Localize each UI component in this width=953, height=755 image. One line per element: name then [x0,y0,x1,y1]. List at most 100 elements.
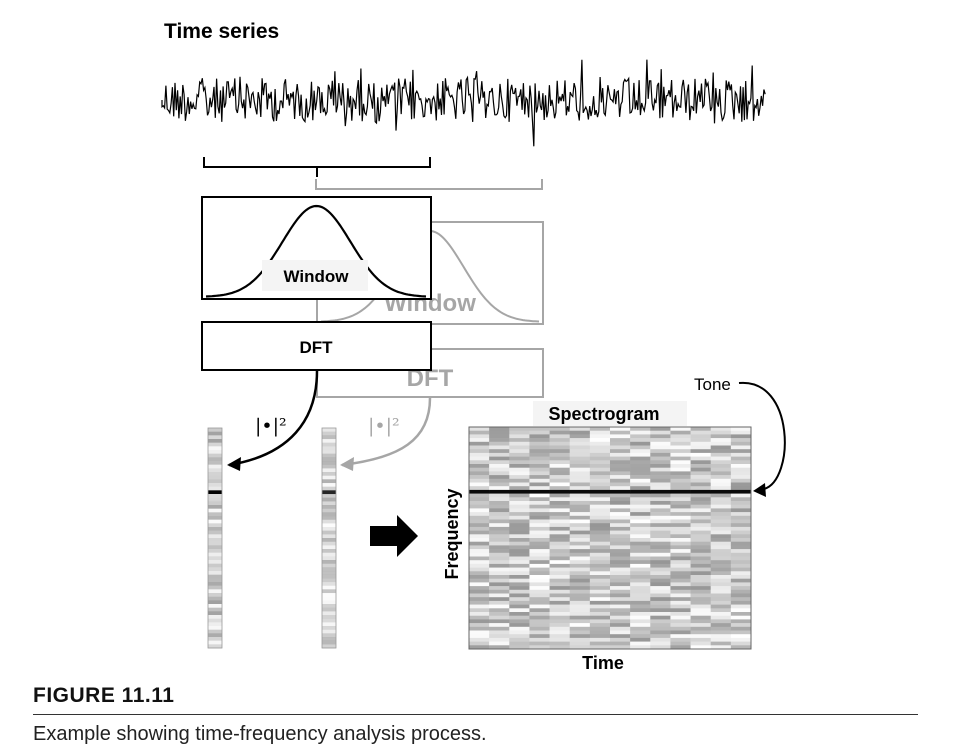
spectrogram-cell [650,641,671,646]
spectrogram-cell [730,449,752,454]
spectrogram-cell [650,567,671,572]
spectrogram-cell [589,604,611,609]
spectrogram-cell [549,641,571,646]
spectrogram-cell [549,464,571,468]
spectrogram-cell [589,438,611,443]
spectrogram-cell [469,571,490,576]
spectrogram-cell [529,452,550,457]
spectrogram-cell [650,619,671,624]
spectrogram-cell [710,530,732,535]
spectrogram-cell [589,449,611,454]
spectrogram-cell [469,441,490,446]
spectrogram-cell [529,497,550,502]
spectrogram-cell [569,504,591,509]
spectrum-bin [208,479,222,484]
spectrogram-cell [569,501,591,505]
spectrogram-cell [630,586,651,591]
spectrogram-cell [710,641,732,646]
spectrogram-cell [509,626,530,631]
spectrogram-cell [509,556,530,561]
spectrogram-cell [589,441,611,446]
spectrogram-cell [489,434,510,439]
spectrogram-cell [509,575,530,579]
spectrogram-cell [549,445,571,450]
spectrogram-cell [710,563,732,568]
tone-band [670,489,691,494]
spectrogram-cell [469,512,490,517]
spectrogram-cell [489,552,510,557]
spectrum-bin [208,611,222,616]
spectrogram-cell [509,586,530,591]
spectrogram-cell [529,612,550,616]
spectrogram-cell [710,560,732,565]
spectrum-column [207,427,223,649]
spectrogram-cell [710,615,732,620]
spectrogram-cell [710,571,732,576]
spectrogram-cell [529,630,550,635]
spectrogram-cell [650,478,671,483]
spectrogram-cell [589,578,611,583]
spectrogram-cell [569,586,591,591]
spectrum-bin [322,571,336,575]
tone-arrow [738,381,786,490]
spectrogram-cell [549,623,571,628]
spectrogram-cell [690,471,712,476]
spectrogram-cell [670,530,691,535]
spectrogram-cell [650,615,671,620]
spectrogram-cell [630,575,651,579]
spectrum-bin [322,457,336,462]
spectrogram-cell [569,645,591,650]
window-bracket [203,157,431,177]
spectrogram-cell [569,582,591,587]
spectrum-bin [322,450,336,454]
spectrogram-cell [630,452,651,457]
spectrum-bin [208,516,222,520]
spectrum-bin [208,589,222,594]
spectrogram-cell [630,445,651,450]
spectrogram-cell [650,460,671,465]
spectrogram-cell [569,560,591,565]
window-label-bg [262,260,368,291]
spectrum-bin [208,497,222,502]
spectrogram-cell [489,449,510,454]
spectrogram-cell [529,556,550,561]
spectrogram-cell [489,604,510,609]
spectrogram-cell [489,512,510,517]
spectrum-bin [322,589,336,594]
spectrogram-cell [650,608,671,613]
spectrogram-cell [469,493,490,498]
spectrogram-cell [670,434,691,439]
spectrogram-cell [489,475,510,480]
spectrogram-cell [670,515,691,520]
spectrum-bin [322,622,336,627]
spectrogram-cell [489,508,510,513]
spectrogram-cell [650,593,671,598]
spectrogram-cell [529,467,550,472]
spectrogram-cell [529,475,550,480]
spectrogram-cell [690,467,712,472]
spectrogram-cell [469,615,490,620]
spectrogram-cell [690,519,712,524]
spectrogram-cell [690,445,712,450]
spectrum-bin [208,538,222,542]
spectrogram-cell [610,593,631,598]
spectrum-bin [322,530,336,535]
spectrogram-cell [589,589,611,594]
spectrogram-cell [610,615,631,620]
spectrogram-cell [650,501,671,505]
spectrogram-cell [469,501,490,505]
spectrum-bin [322,549,336,553]
spectrogram-cell [549,597,571,602]
spectrogram-cell [529,493,550,498]
spectrogram-cell [650,582,671,587]
spectrum-bin [322,464,336,469]
spectrogram-cell [730,545,752,550]
spectrum-bin [208,457,222,462]
spectrogram-cell [730,645,752,650]
spectrogram-cell [569,641,591,646]
spectrogram-cell [469,586,490,591]
spectrogram-cell [630,560,651,565]
spectrogram-cell [670,615,691,620]
spectrogram-cell [670,504,691,509]
spectrogram-cell [710,519,732,524]
